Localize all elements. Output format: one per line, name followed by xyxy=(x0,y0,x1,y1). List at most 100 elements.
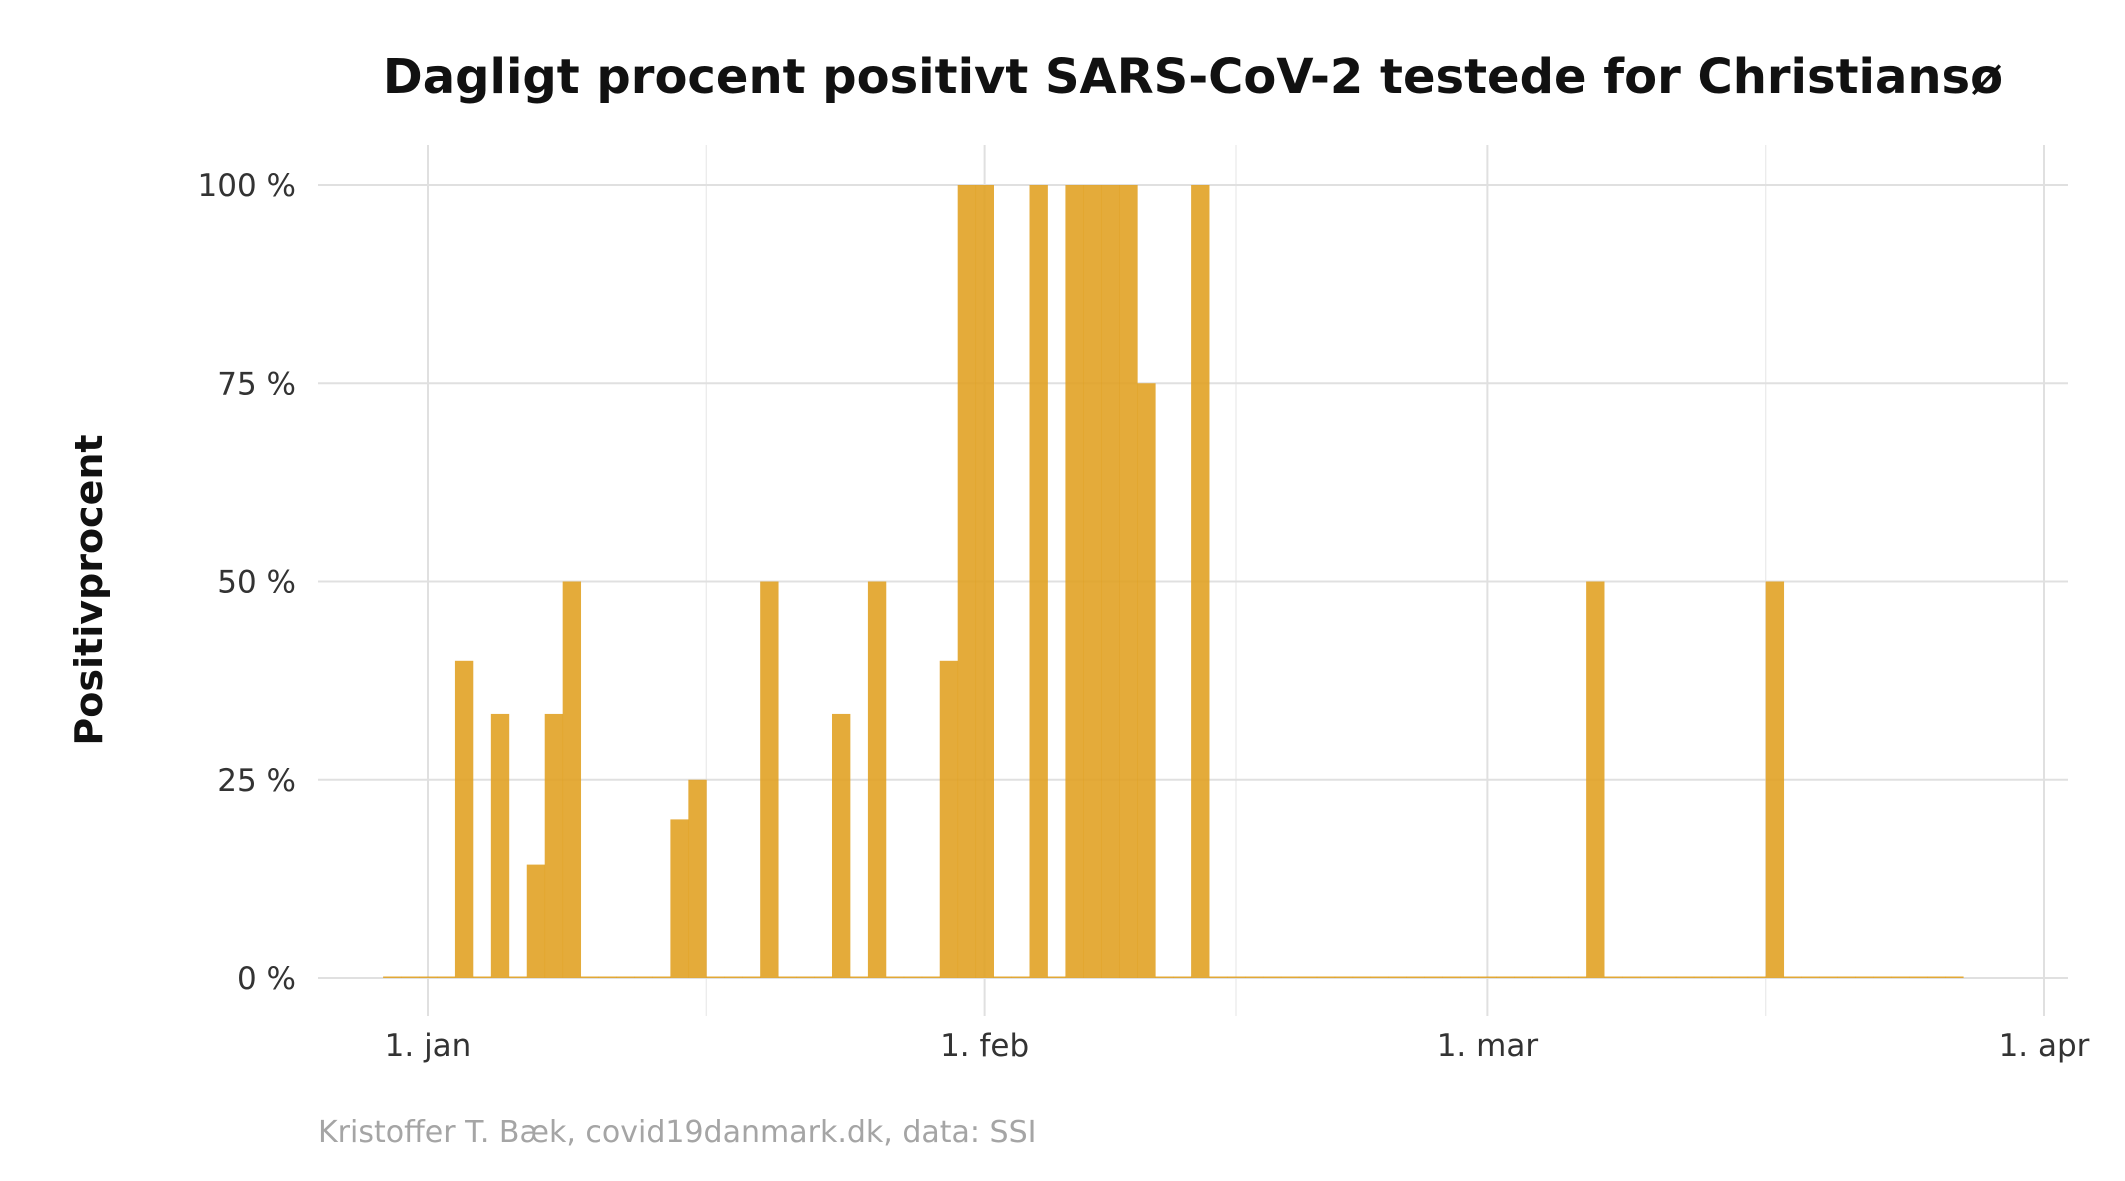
bar xyxy=(383,976,402,978)
bar xyxy=(1155,976,1174,978)
chart-title: Dagligt procent positivt SARS-CoV-2 test… xyxy=(383,49,2003,105)
bar xyxy=(975,185,994,978)
bar xyxy=(1675,976,1695,978)
x-axis-ticks: 1. jan 1. feb 1. mar 1. apr xyxy=(385,1028,2090,1064)
bar xyxy=(652,976,671,978)
bar xyxy=(1298,976,1318,978)
bar xyxy=(1927,976,1946,978)
bar xyxy=(1119,185,1138,978)
bar xyxy=(1855,976,1874,978)
bar xyxy=(1424,976,1443,978)
bar xyxy=(580,976,599,978)
bar xyxy=(1496,976,1515,978)
bar xyxy=(419,976,438,978)
bar xyxy=(526,864,546,978)
bar xyxy=(508,976,528,978)
bar xyxy=(688,779,707,978)
bar xyxy=(1047,976,1066,978)
bar xyxy=(706,976,725,978)
x-tick-label: 1. feb xyxy=(940,1028,1029,1064)
y-axis-ticks: 0 % 25 % 50 % 75 % 100 % xyxy=(198,168,296,997)
bar xyxy=(993,976,1012,978)
bar xyxy=(562,581,582,978)
bar xyxy=(1622,976,1641,978)
bar xyxy=(1011,976,1030,978)
bar xyxy=(616,976,635,978)
bar xyxy=(436,976,456,978)
bar xyxy=(1209,976,1228,978)
bar xyxy=(598,976,617,978)
x-tick-label: 1. apr xyxy=(1999,1028,2090,1064)
bar xyxy=(1137,383,1156,978)
bar xyxy=(1729,976,1749,978)
bar xyxy=(1532,976,1551,978)
bar xyxy=(921,976,941,978)
y-tick-label: 100 % xyxy=(198,168,296,204)
bar xyxy=(670,819,689,978)
bar xyxy=(939,660,959,978)
y-tick-label: 25 % xyxy=(217,763,296,799)
bar xyxy=(903,976,923,978)
bar xyxy=(1640,976,1659,978)
bar xyxy=(1568,976,1587,978)
caption: Kristoffer T. Bæk, covid19danmark.dk, da… xyxy=(318,1115,1037,1150)
bar xyxy=(1460,976,1479,978)
bar xyxy=(724,976,743,978)
bar xyxy=(1173,976,1192,978)
bar xyxy=(1191,185,1210,978)
bar xyxy=(832,713,851,978)
bar xyxy=(1604,976,1623,978)
bar xyxy=(1065,185,1084,978)
y-tick-label: 0 % xyxy=(237,961,296,997)
bar xyxy=(454,660,474,978)
bar xyxy=(490,713,510,978)
bar xyxy=(1891,976,1910,978)
bar xyxy=(1370,976,1390,978)
bar xyxy=(1029,185,1048,978)
bar xyxy=(1693,976,1713,978)
y-tick-label: 75 % xyxy=(217,366,296,402)
bar xyxy=(1586,581,1605,978)
bar xyxy=(472,976,492,978)
bar xyxy=(1442,976,1461,978)
bar xyxy=(1083,185,1102,978)
y-axis-title: Positivprocent xyxy=(67,434,111,745)
bars xyxy=(383,185,1964,978)
bar xyxy=(1478,976,1497,978)
bar xyxy=(1801,976,1820,978)
bar xyxy=(1334,976,1354,978)
bar xyxy=(1316,976,1336,978)
bar xyxy=(1262,976,1282,978)
bar xyxy=(1280,976,1300,978)
bar xyxy=(1388,976,1407,978)
bar xyxy=(1244,976,1264,978)
bar xyxy=(634,976,653,978)
bar xyxy=(1837,976,1856,978)
bar xyxy=(1747,976,1767,978)
bar xyxy=(1783,976,1802,978)
bar xyxy=(885,976,905,978)
x-tick-label: 1. mar xyxy=(1437,1028,1539,1064)
bar xyxy=(1945,976,1964,978)
bar xyxy=(760,581,779,978)
bar xyxy=(814,976,833,978)
bar xyxy=(957,185,977,978)
bar xyxy=(1227,976,1246,978)
x-tick-label: 1. jan xyxy=(385,1028,472,1064)
bar xyxy=(401,976,420,978)
bar xyxy=(849,976,869,978)
bar xyxy=(867,581,887,978)
bar xyxy=(1819,976,1838,978)
bar xyxy=(742,976,761,978)
bar xyxy=(1406,976,1425,978)
y-tick-label: 50 % xyxy=(217,565,296,601)
bar xyxy=(1352,976,1372,978)
bar xyxy=(1550,976,1569,978)
bar xyxy=(778,976,797,978)
bar xyxy=(1873,976,1892,978)
bar xyxy=(1711,976,1731,978)
bar xyxy=(1657,976,1677,978)
bar xyxy=(796,976,815,978)
bar xyxy=(1765,581,1785,978)
